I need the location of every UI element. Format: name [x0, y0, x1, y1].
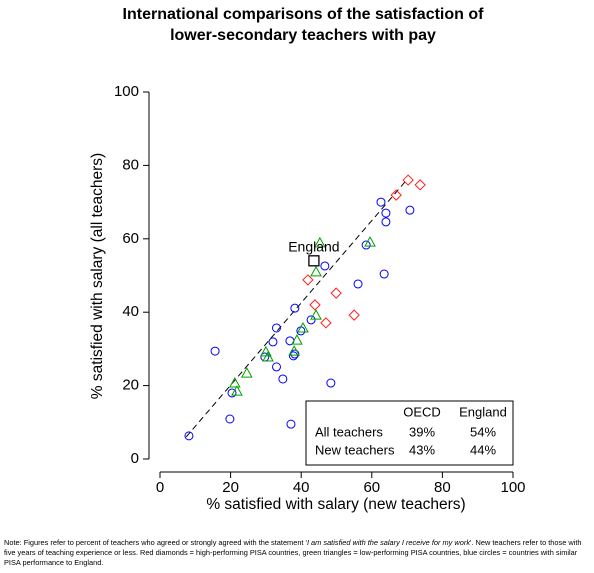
point: [361, 240, 371, 250]
point: [402, 174, 414, 186]
chart-title: International comparisons of the satisfa…: [123, 6, 485, 23]
point: [320, 317, 332, 329]
y-tick-label: 100: [114, 83, 139, 100]
y-tick-label: 20: [122, 377, 139, 394]
table-header: OECD: [403, 404, 441, 419]
point: [262, 350, 274, 362]
point: [210, 346, 220, 356]
y-tick-label: 40: [122, 303, 139, 320]
point: [364, 236, 376, 247]
table-cell: 54%: [470, 424, 496, 439]
point: [288, 345, 300, 356]
point: [290, 349, 300, 359]
point: [320, 261, 330, 271]
point: [330, 287, 342, 299]
summary-table: [305, 400, 514, 466]
point: [184, 431, 194, 441]
table-cell: 43%: [409, 442, 435, 457]
table-row-label: All teachers: [315, 424, 383, 439]
point: [308, 255, 320, 267]
point: [291, 334, 303, 345]
point: [225, 414, 235, 424]
point: [288, 351, 298, 361]
table-header: England: [459, 404, 507, 419]
table-cell: 39%: [409, 424, 435, 439]
point: [310, 265, 322, 277]
x-tick-label: 80: [434, 479, 451, 496]
note-text: '. New teachers refer to those with five…: [4, 538, 582, 567]
point: [240, 367, 253, 378]
note-text: Note: Figures refer to percent of teache…: [4, 538, 307, 547]
y-axis-label: % satisfied with salary (all teachers): [89, 153, 106, 399]
point: [376, 197, 386, 207]
point: [286, 419, 296, 429]
x-tick-label: 20: [222, 479, 239, 496]
point: [348, 309, 360, 321]
point: [379, 269, 389, 279]
point: [271, 362, 281, 372]
point: [306, 315, 316, 325]
point: [290, 303, 300, 313]
x-tick-label: 60: [363, 479, 380, 496]
point: [231, 385, 243, 396]
point: [353, 279, 363, 289]
point: [278, 374, 288, 384]
point: [390, 189, 402, 201]
table-row-label: New teachers: [315, 442, 395, 457]
y-tick-label: 80: [122, 156, 139, 173]
point: [314, 236, 326, 248]
x-tick-label: 0: [156, 479, 164, 496]
x-tick-label: 100: [500, 479, 525, 496]
y-tick-label: 60: [122, 230, 139, 247]
x-tick-label: 40: [293, 479, 310, 496]
point: [302, 274, 314, 286]
note: Note: Figures refer to percent of teache…: [4, 538, 592, 568]
point: [381, 208, 391, 218]
x-axis-label: % satisfied with salary (new teachers): [206, 496, 465, 513]
point: [309, 299, 321, 311]
point: [268, 337, 278, 347]
chart-title: lower-secondary teachers with pay: [170, 27, 436, 44]
point: [405, 205, 415, 215]
point: [414, 179, 426, 191]
fit-line: [185, 181, 406, 438]
point: [271, 323, 281, 333]
y-tick-label: 0: [131, 450, 139, 467]
point: [228, 377, 241, 388]
table-cell: 44%: [470, 442, 496, 457]
point-label: England: [288, 239, 339, 255]
chart: International comparisons of the satisfa…: [89, 6, 525, 513]
point: [326, 378, 336, 388]
point: [381, 217, 391, 227]
point: [297, 321, 309, 333]
point: [310, 309, 322, 320]
note-quote: I am satisfied with the salary I receive…: [306, 538, 471, 547]
point: [227, 388, 237, 398]
